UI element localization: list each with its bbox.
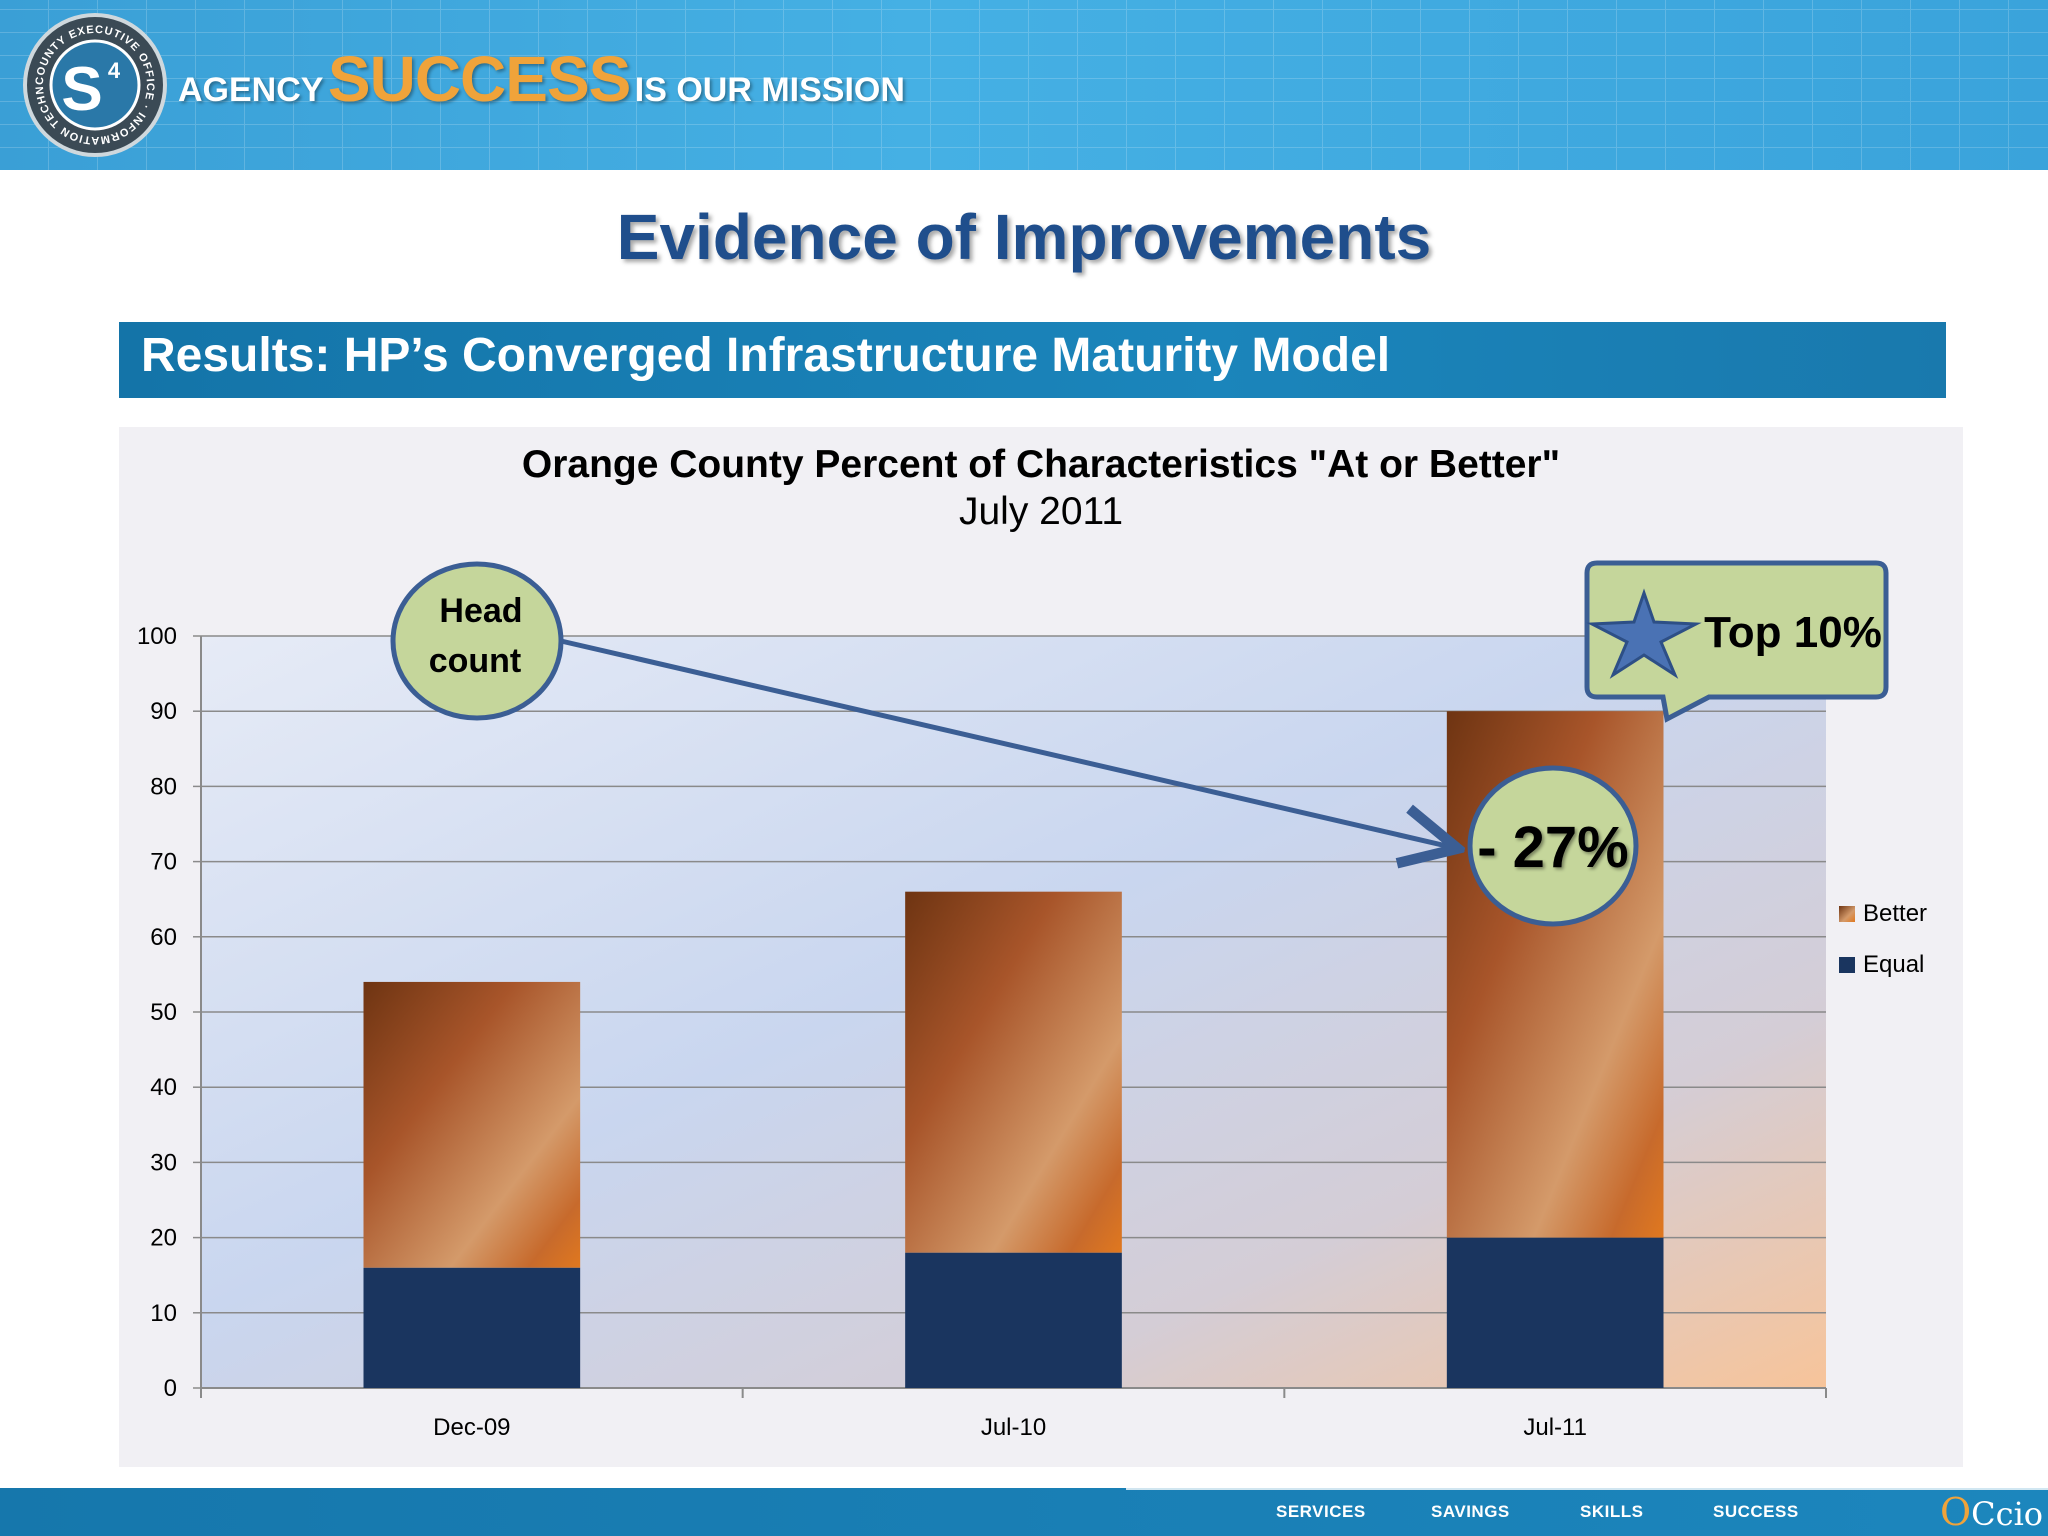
top-label: Top 10% xyxy=(1704,608,1882,657)
change-bubble: - 27% xyxy=(1467,765,1639,927)
nav-skills[interactable]: SKILLS xyxy=(1580,1502,1644,1521)
bar-equal-dec-09 xyxy=(363,1267,581,1388)
nav-savings[interactable]: SAVINGS xyxy=(1431,1502,1510,1521)
footer-bar: SERVICES SAVINGS SKILLS SUCCESS OCcio xyxy=(0,1488,2048,1536)
y-axis: 0 10 20 30 40 50 60 70 80 90 100 xyxy=(137,623,202,1402)
chart-subtitle: July 2011 xyxy=(959,490,1123,533)
x-tick-label: Jul-10 xyxy=(981,1414,1046,1441)
y-tick-label: 90 xyxy=(150,698,177,725)
y-tick-label: 70 xyxy=(150,849,177,876)
headcount-bubble: Head count xyxy=(390,561,564,721)
bar-better-dec-09 xyxy=(363,981,581,1268)
y-tick-label: 30 xyxy=(150,1149,177,1176)
header-banner: COUNTY EXECUTIVE OFFICE · INFORMATION TE… xyxy=(0,0,2048,170)
nav-success[interactable]: SUCCESS xyxy=(1713,1502,1799,1521)
tagline: AGENCY SUCCESS IS OUR MISSION xyxy=(178,42,905,116)
headcount-arrow xyxy=(560,638,1451,847)
footer-divider xyxy=(1126,1488,2048,1490)
bar-equal-jul-10 xyxy=(905,1252,1122,1388)
x-tick-label: Dec-09 xyxy=(433,1414,510,1441)
tagline-agency: AGENCY xyxy=(178,71,324,109)
chart-panel: Orange County Percent of Characteristics… xyxy=(119,427,1963,1467)
x-axis: Dec-09 Jul-10 Jul-11 xyxy=(200,1387,1827,1441)
headcount-label-line1: Head xyxy=(439,592,522,630)
headcount-label-line2: count xyxy=(429,642,522,680)
brand-rest: Ccio xyxy=(1971,1495,2044,1533)
y-tick-label: 20 xyxy=(150,1225,177,1252)
chart-title: Orange County Percent of Characteristics… xyxy=(522,443,1560,486)
y-tick-label: 100 xyxy=(137,623,177,650)
y-tick-label: 50 xyxy=(150,999,177,1026)
logo-sup: 4 xyxy=(108,58,121,83)
y-tick-label: 0 xyxy=(164,1375,177,1402)
header-circuit-pattern xyxy=(0,0,2048,170)
y-tick-label: 10 xyxy=(150,1300,177,1327)
tagline-success: SUCCESS xyxy=(327,43,631,115)
y-tick-label: 80 xyxy=(150,773,177,800)
legend: Better Equal xyxy=(1839,900,1927,978)
bar-equal-jul-11 xyxy=(1446,1237,1664,1388)
top-callout: Top 10% xyxy=(1584,560,1889,723)
change-label: - 27% xyxy=(1477,815,1629,880)
legend-label-equal: Equal xyxy=(1863,951,1924,978)
star-icon xyxy=(1586,588,1702,679)
logo-mark: S xyxy=(61,55,102,124)
nav-services[interactable]: SERVICES xyxy=(1276,1502,1366,1521)
x-tick-label: Jul-11 xyxy=(1523,1414,1587,1441)
page-title: Evidence of Improvements xyxy=(616,201,1432,273)
legend-swatch-equal xyxy=(1839,957,1855,973)
agency-logo: COUNTY EXECUTIVE OFFICE · INFORMATION TE… xyxy=(22,12,167,157)
subtitle-bar: Results: HP’s Converged Infrastructure M… xyxy=(119,322,1946,398)
legend-label-better: Better xyxy=(1863,900,1927,927)
legend-swatch-better xyxy=(1839,906,1855,922)
y-tick-label: 40 xyxy=(150,1074,177,1101)
occio-brand: OCcio xyxy=(1940,1490,2043,1534)
tagline-mission: IS OUR MISSION xyxy=(634,71,905,109)
y-tick-label: 60 xyxy=(150,924,177,951)
brand-o: O xyxy=(1940,1490,1972,1534)
subtitle-text: Results: HP’s Converged Infrastructure M… xyxy=(141,329,1391,382)
stacked-bar-chart: Orange County Percent of Characteristics… xyxy=(137,443,1927,1441)
bar-better-jul-10 xyxy=(905,891,1122,1253)
